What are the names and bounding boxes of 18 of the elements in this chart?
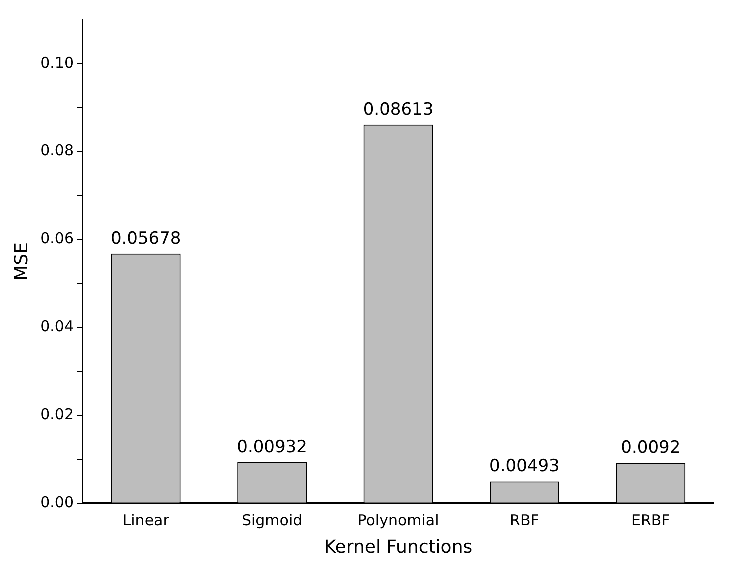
y-tick-label: 0.10 <box>40 54 74 72</box>
y-tick-label: 0.08 <box>40 142 74 160</box>
x-tick-label: Sigmoid <box>242 511 303 530</box>
y-axis-title: MSE <box>11 242 32 281</box>
x-axis-title: Kernel Functions <box>324 536 473 558</box>
x-tick-label: Linear <box>122 511 170 530</box>
y-tick-label: 0.06 <box>40 230 74 248</box>
x-tick-label: ERBF <box>631 511 670 530</box>
data-label: 0.0092 <box>621 438 681 458</box>
data-label: 0.05678 <box>110 228 182 249</box>
y-tick-label: 0.00 <box>40 493 74 512</box>
data-label: 0.00493 <box>490 456 560 477</box>
y-tick-label: 0.02 <box>40 405 74 424</box>
x-tick-label: RBF <box>510 511 540 530</box>
data-label: 0.00932 <box>237 437 308 458</box>
data-label: 0.08613 <box>363 100 434 120</box>
x-tick-label: Polynomial <box>358 511 440 530</box>
y-tick-label: 0.04 <box>40 318 74 336</box>
